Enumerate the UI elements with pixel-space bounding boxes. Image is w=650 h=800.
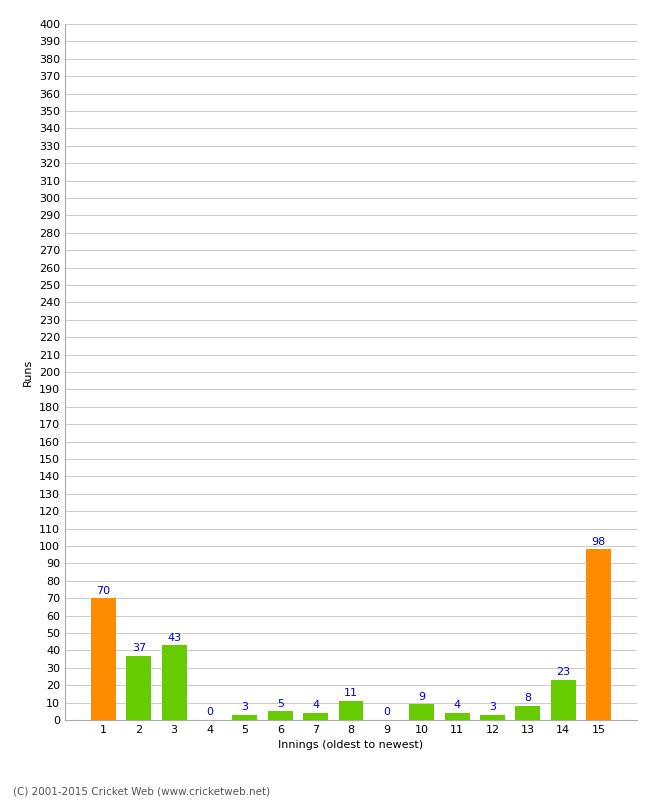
Text: 9: 9	[418, 692, 425, 702]
Text: 4: 4	[312, 701, 319, 710]
Bar	[126, 656, 151, 720]
Text: 70: 70	[96, 586, 110, 595]
Text: 3: 3	[241, 702, 248, 712]
Bar	[480, 714, 505, 720]
Bar	[551, 680, 576, 720]
Bar	[162, 645, 187, 720]
Bar	[304, 713, 328, 720]
Text: (C) 2001-2015 Cricket Web (www.cricketweb.net): (C) 2001-2015 Cricket Web (www.cricketwe…	[13, 786, 270, 796]
Text: 0: 0	[206, 707, 213, 718]
Bar	[586, 550, 611, 720]
Text: 0: 0	[383, 707, 390, 718]
Text: 98: 98	[592, 537, 606, 547]
Text: 4: 4	[454, 701, 461, 710]
Text: 5: 5	[277, 698, 284, 709]
Bar	[410, 704, 434, 720]
Text: 23: 23	[556, 667, 570, 678]
Bar	[268, 711, 293, 720]
Text: 3: 3	[489, 702, 496, 712]
Bar	[233, 714, 257, 720]
Bar	[91, 598, 116, 720]
Text: 8: 8	[525, 694, 532, 703]
Bar	[445, 713, 469, 720]
Bar	[339, 701, 363, 720]
Text: 11: 11	[344, 688, 358, 698]
X-axis label: Innings (oldest to newest): Innings (oldest to newest)	[278, 741, 424, 750]
Bar	[515, 706, 540, 720]
Text: 37: 37	[132, 643, 146, 653]
Text: 43: 43	[167, 633, 181, 642]
Y-axis label: Runs: Runs	[23, 358, 33, 386]
